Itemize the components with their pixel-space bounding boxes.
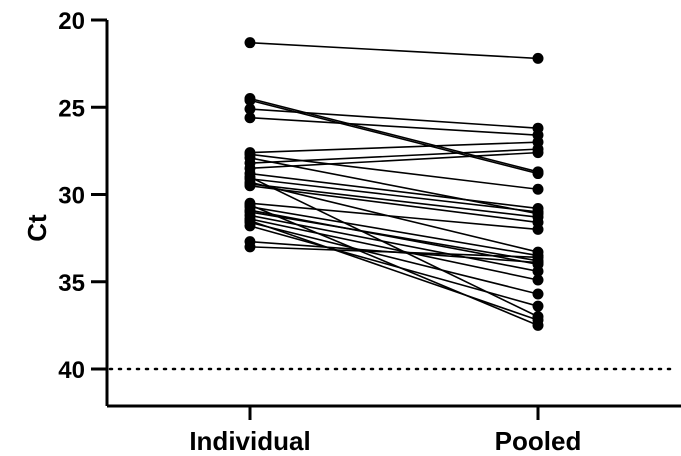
pair-line-20 — [249, 218, 539, 281]
x-categories: Individual Pooled — [189, 406, 581, 456]
y-tick-label-40: 40 — [58, 357, 85, 384]
point-individual-25 — [244, 171, 256, 183]
point-pooled-19 — [532, 265, 544, 277]
pair-line-16 — [249, 205, 539, 257]
x-category-label-0: Individual — [189, 426, 310, 456]
pair-line-8 — [249, 148, 539, 164]
pair-line-21 — [249, 221, 539, 295]
pair-line-24 — [249, 246, 539, 259]
pair-line-4 — [249, 116, 539, 136]
x-category-label-1: Pooled — [495, 426, 582, 456]
point-individual-0 — [244, 37, 256, 49]
point-individual-2 — [244, 94, 256, 106]
pair-line-9 — [249, 151, 539, 170]
point-pooled-21 — [532, 288, 544, 300]
pair-line-27 — [249, 204, 539, 327]
pair-line-18 — [249, 211, 539, 262]
point-pooled-0 — [532, 52, 544, 64]
point-pooled-22 — [532, 300, 544, 312]
pair-line-3 — [249, 108, 539, 129]
point-pooled-27 — [532, 319, 544, 331]
point-pooled-24 — [532, 251, 544, 263]
pair-line-10 — [249, 172, 539, 210]
point-pooled-6 — [532, 183, 544, 195]
point-pooled-9 — [532, 147, 544, 159]
pair-lines — [249, 41, 539, 327]
pair-line-0 — [249, 41, 539, 60]
data-points — [244, 37, 544, 331]
y-tick-label-30: 30 — [58, 183, 85, 210]
pair-line-1 — [249, 97, 539, 173]
point-individual-4 — [244, 112, 256, 124]
pair-line-12 — [249, 181, 539, 253]
pair-line-5 — [249, 141, 539, 154]
y-ticks: 20 25 30 35 40 — [58, 8, 107, 384]
point-individual-27 — [244, 199, 256, 211]
point-pooled-20 — [532, 274, 544, 286]
y-tick-label-25: 25 — [58, 95, 85, 122]
y-axis-title: Ct — [22, 214, 52, 242]
pair-line-13 — [249, 183, 539, 218]
pair-line-15 — [249, 202, 539, 231]
point-individual-3 — [244, 103, 256, 115]
pair-line-26 — [249, 219, 539, 321]
pair-line-11 — [249, 178, 539, 213]
y-tick-label-35: 35 — [58, 270, 85, 297]
y-tick-label-20: 20 — [58, 8, 85, 35]
point-individual-14 — [244, 180, 256, 192]
pair-line-14 — [249, 184, 539, 224]
point-individual-26 — [244, 215, 256, 227]
point-pooled-2 — [532, 168, 544, 180]
pair-line-7 — [249, 157, 539, 215]
point-individual-24 — [244, 241, 256, 253]
pair-line-25 — [249, 176, 539, 318]
point-pooled-15 — [532, 223, 544, 235]
